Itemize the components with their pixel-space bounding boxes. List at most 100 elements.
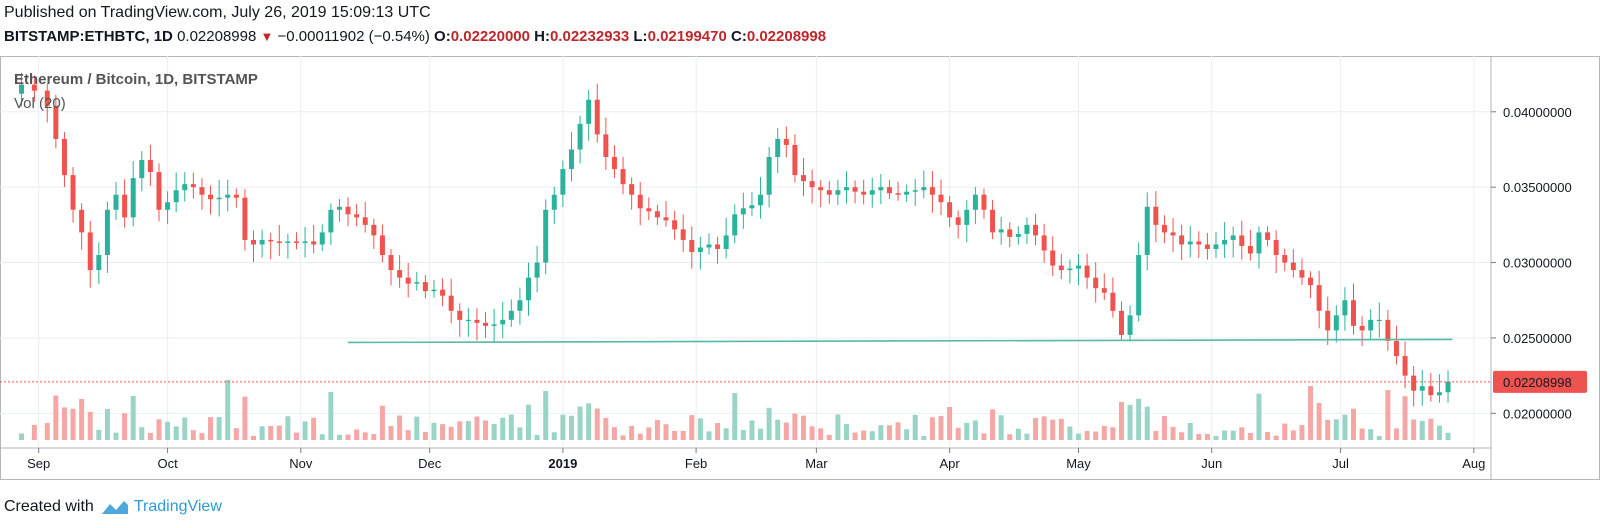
tradingview-brand[interactable]: TradingView (133, 498, 222, 515)
candle-body (1144, 206, 1150, 256)
volume-bar (440, 424, 446, 440)
volume-bar (122, 413, 128, 440)
chart-legend-title: Ethereum / Bitcoin, 1D, BITSTAMP (14, 71, 258, 88)
candle-body (1213, 244, 1219, 249)
volume-legend: Vol (20) (14, 95, 66, 112)
volume-bar (809, 426, 815, 440)
volume-bar (938, 415, 944, 440)
volume-bar (904, 429, 910, 440)
close-label: C: (730, 28, 747, 45)
volume-bar (268, 425, 274, 440)
volume-bar (1144, 406, 1150, 440)
candle-body (1187, 241, 1193, 245)
candle-body (689, 239, 695, 252)
candle-body (242, 197, 248, 240)
volume-bar (113, 432, 119, 440)
x-tick-label: Jul (1332, 456, 1349, 471)
candle-body (483, 322, 489, 326)
candle-body (225, 194, 231, 198)
candle-body (96, 255, 102, 271)
volume-bar (405, 430, 411, 440)
candle-body (697, 247, 703, 252)
volume-bar (1359, 428, 1365, 440)
volume-bar (285, 416, 291, 440)
candle-body (139, 160, 145, 179)
candle-body (1093, 277, 1099, 289)
volume-bar (1239, 427, 1245, 440)
candle-body (1015, 233, 1021, 237)
candle-body (646, 208, 652, 212)
candle-body (1333, 315, 1339, 331)
candle-body (1436, 392, 1442, 396)
candle-body (474, 319, 480, 323)
volume-bar (1376, 435, 1382, 440)
candle-body (1351, 300, 1357, 326)
candle-body (1033, 224, 1039, 236)
candle-body (208, 194, 214, 200)
candle-body (319, 232, 325, 245)
candle-body (1024, 224, 1030, 234)
candle-body (517, 300, 523, 311)
candle-body (1428, 386, 1434, 396)
volume-bar (929, 417, 935, 440)
candle-body (732, 214, 738, 236)
price-chart[interactable]: 0.04000000 0.03500000 0.03000000 0.02500000… (0, 56, 1600, 480)
candle-body (465, 319, 471, 322)
volume-bars (18, 380, 1451, 440)
candle-body (1308, 277, 1314, 286)
down-triangle-icon: ▼ (260, 29, 274, 44)
volume-bar (947, 407, 953, 440)
candle-body (1101, 288, 1107, 293)
candle-body (1445, 381, 1451, 393)
volume-bar (483, 420, 489, 440)
volume-bar (208, 417, 214, 440)
volume-bar (1265, 431, 1271, 440)
volume-bar (1170, 426, 1176, 440)
support-trendline[interactable] (348, 338, 1453, 344)
volume-bar (276, 425, 282, 440)
chart-frame (0, 56, 1600, 480)
volume-bar (611, 427, 617, 440)
candle-body (577, 123, 583, 150)
volume-bar (379, 405, 385, 440)
volume-bar (371, 434, 377, 440)
candle-body (603, 134, 609, 158)
volume-bar (990, 409, 996, 440)
candle-body (1385, 319, 1391, 341)
candle-body (259, 239, 265, 245)
candle-body (1316, 285, 1322, 311)
volume-bar (70, 408, 76, 440)
last-price-label: 0.02208998 (1493, 370, 1587, 393)
candle-body (929, 187, 935, 195)
published-caption: Published on TradingView.com, July 26, 2… (4, 4, 431, 21)
volume-bar (1084, 431, 1090, 440)
volume-bar (697, 418, 703, 440)
candle-body (130, 178, 136, 218)
x-tick-label: Dec (418, 456, 442, 471)
candle-body (1325, 310, 1331, 331)
volume-bar (1127, 404, 1133, 440)
volume-bar (1076, 433, 1082, 440)
volume-bar (362, 432, 368, 440)
volume-bar (87, 411, 93, 440)
candle-body (560, 169, 566, 195)
candle-body (792, 144, 798, 176)
volume-bar (1351, 408, 1357, 440)
volume-bar (156, 419, 162, 440)
time-axis[interactable]: Sep Oct Nov Dec 2019 Feb Mar Apr May Jun Jul Aug (27, 448, 1485, 471)
tradingview-logo-icon (101, 501, 128, 514)
candle-body (1067, 268, 1073, 271)
candle-body (190, 184, 196, 188)
volume-bar (792, 413, 798, 440)
volume-bar (715, 423, 721, 440)
volume-bar (1273, 435, 1279, 440)
candle-body (947, 202, 953, 218)
volume-bar (912, 414, 918, 440)
price-axis[interactable]: 0.04000000 0.03500000 0.03000000 0.02500000… (1491, 105, 1572, 422)
volume-bar (1282, 423, 1288, 440)
y-tick-label: 0.02000000 (1503, 406, 1572, 421)
candle-body (354, 214, 360, 218)
volume-bar (1385, 389, 1391, 440)
candle-body (723, 235, 729, 249)
candle-body (362, 217, 368, 225)
